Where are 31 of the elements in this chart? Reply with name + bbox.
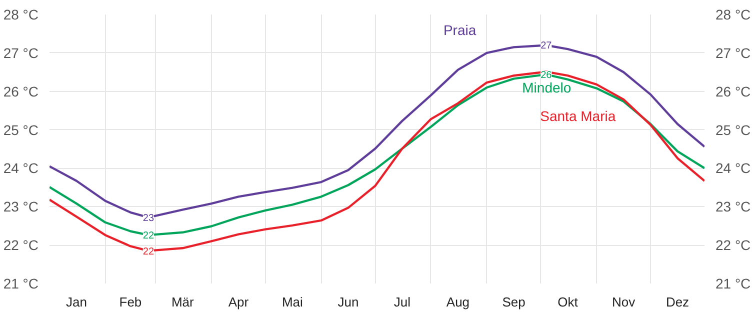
x-tick-label: Jul <box>394 294 411 310</box>
y-tick-label: 26 °C <box>3 83 38 100</box>
x-tick-label: Jun <box>338 294 359 310</box>
x-tick-label: Apr <box>228 294 250 310</box>
series-label: Mindelo <box>522 79 572 96</box>
x-tick-label: Mai <box>282 294 304 310</box>
y2-tick-label: 28 °C <box>716 6 751 22</box>
x-tick-label: Aug <box>446 294 470 310</box>
y-tick-label: 24 °C <box>3 160 38 176</box>
y-tick-label: 25 °C <box>3 122 38 138</box>
y-tick-label: 22 °C <box>3 237 38 254</box>
y-tick-label: 23 °C <box>3 198 38 215</box>
y2-tick-label: 21 °C <box>716 276 751 292</box>
x-tick-label: Dez <box>666 294 690 310</box>
x-tick-label: Okt <box>558 294 578 310</box>
series-label: Santa Maria <box>540 108 616 124</box>
y2-tick-label: 22 °C <box>716 237 751 254</box>
x-tick-label: Mär <box>171 294 195 310</box>
y2-tick-label: 24 °C <box>716 160 751 176</box>
y-tick-label: 27 °C <box>3 44 38 61</box>
y-tick-label: 21 °C <box>3 276 38 292</box>
y2-tick-label: 27 °C <box>716 44 751 61</box>
x-tick-label: Sep <box>502 294 526 310</box>
series-label: Praia <box>443 22 476 38</box>
y2-tick-label: 26 °C <box>716 83 751 100</box>
x-tick-label: Nov <box>612 294 636 310</box>
y-tick-label: 28 °C <box>3 6 38 22</box>
x-tick-label: Jan <box>66 294 87 310</box>
y2-tick-label: 23 °C <box>716 198 751 215</box>
y2-tick-label: 25 °C <box>716 122 751 138</box>
x-tick-label: Feb <box>119 294 142 310</box>
